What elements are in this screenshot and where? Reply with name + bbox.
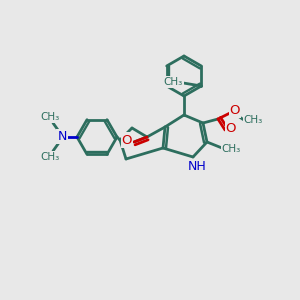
Text: O: O <box>230 103 240 116</box>
Text: O: O <box>226 122 236 134</box>
Text: NH: NH <box>188 160 206 173</box>
Text: CH₃: CH₃ <box>164 77 183 87</box>
Text: CH₃: CH₃ <box>40 152 60 162</box>
Text: CH₃: CH₃ <box>243 115 262 125</box>
Text: CH₃: CH₃ <box>221 144 241 154</box>
Text: O: O <box>122 134 132 146</box>
Text: CH₃: CH₃ <box>40 112 60 122</box>
Text: N: N <box>57 130 67 142</box>
